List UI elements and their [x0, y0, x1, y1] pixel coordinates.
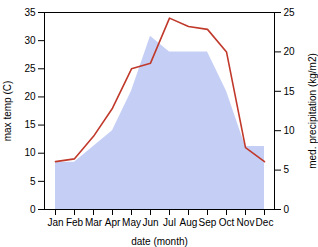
svg-text:25: 25 [284, 7, 296, 18]
svg-text:date (month): date (month) [131, 236, 188, 247]
svg-text:10: 10 [24, 147, 36, 158]
svg-text:25: 25 [24, 63, 36, 74]
svg-text:0: 0 [30, 204, 36, 215]
svg-text:Oct: Oct [219, 217, 235, 228]
svg-text:Dec: Dec [256, 217, 274, 228]
svg-text:Jun: Jun [142, 217, 158, 228]
svg-text:10: 10 [284, 125, 296, 136]
svg-text:30: 30 [24, 35, 36, 46]
svg-text:20: 20 [24, 91, 36, 102]
svg-text:35: 35 [24, 7, 36, 18]
svg-text:Mar: Mar [85, 217, 103, 228]
svg-text:med. precipitation (kg/m2): med. precipitation (kg/m2) [307, 53, 318, 169]
svg-text:max temp (C): max temp (C) [2, 81, 13, 142]
svg-text:5: 5 [284, 164, 290, 175]
svg-text:15: 15 [284, 86, 296, 97]
svg-text:Apr: Apr [105, 217, 121, 228]
svg-text:Aug: Aug [180, 217, 198, 228]
svg-text:0: 0 [284, 204, 290, 215]
svg-text:20: 20 [284, 46, 296, 57]
svg-text:Jul: Jul [163, 217, 176, 228]
svg-text:Nov: Nov [237, 217, 255, 228]
svg-text:Feb: Feb [66, 217, 84, 228]
svg-text:15: 15 [24, 119, 36, 130]
svg-text:5: 5 [30, 176, 36, 187]
svg-text:Sep: Sep [199, 217, 217, 228]
svg-text:May: May [122, 217, 141, 228]
svg-text:Jan: Jan [47, 217, 63, 228]
